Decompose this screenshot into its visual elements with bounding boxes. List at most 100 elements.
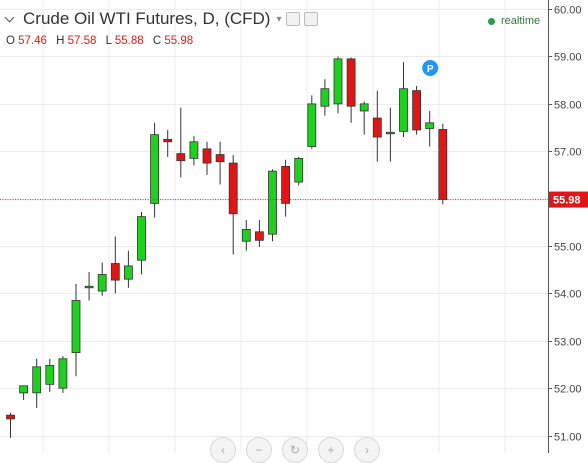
ohlc-close-value: 55.98: [164, 35, 194, 47]
candle-body-down: [372, 117, 382, 138]
candle-body-up: [385, 131, 395, 135]
candle-body-up: [150, 134, 160, 204]
last-price-label: 55.98: [553, 195, 581, 207]
scroll-left-icon[interactable]: ‹: [210, 437, 236, 463]
candle[interactable]: [137, 211, 146, 275]
candle-body-up: [359, 103, 369, 112]
candle-body-up: [124, 265, 133, 280]
candle-body-down: [228, 162, 238, 215]
ohlc-high-key: H: [56, 35, 65, 47]
candle-body-up: [45, 365, 55, 385]
candle-body-up: [189, 141, 199, 159]
candle[interactable]: [346, 57, 356, 123]
pin-marker-label: P: [427, 64, 434, 75]
candle[interactable]: [189, 136, 199, 166]
chart-header: Crude Oil WTI Futures, D, (CFD) ▾: [4, 9, 318, 29]
candle-body-up: [241, 229, 251, 242]
candle[interactable]: [6, 412, 15, 438]
candle-body-down: [346, 58, 356, 107]
ohlc-low-value: 55.88: [114, 35, 144, 47]
candle-body-down: [176, 153, 186, 162]
candle[interactable]: [110, 236, 120, 294]
y-tick-label: 52.00: [554, 384, 582, 396]
candle-body-down: [6, 414, 15, 420]
candle-body-down: [438, 129, 448, 200]
y-tick-label: 59.00: [554, 52, 582, 64]
chart-navigation: ‹ − ↻ + ›: [210, 437, 390, 463]
candle[interactable]: [163, 129, 173, 157]
candlestick-chart[interactable]: P 51.0052.0053.0054.0055.0056.0057.0058.…: [0, 0, 588, 453]
settings-icon[interactable]: [285, 12, 300, 26]
candle[interactable]: [281, 159, 291, 217]
candle[interactable]: [412, 85, 422, 135]
realtime-label: realtime: [501, 15, 541, 27]
candle[interactable]: [268, 169, 277, 242]
candle[interactable]: [425, 110, 435, 147]
ohlc-high-value: 57.58: [67, 35, 97, 47]
scroll-right-icon[interactable]: ›: [354, 437, 380, 463]
y-tick-label: 51.00: [554, 432, 582, 444]
candle[interactable]: [254, 219, 264, 247]
candle-body-up: [425, 122, 435, 129]
candle[interactable]: [58, 355, 68, 393]
ohlc-open-key: O: [6, 35, 15, 47]
candle[interactable]: [176, 107, 186, 178]
candle[interactable]: [71, 283, 81, 377]
candle-body-up: [32, 366, 42, 394]
candle-body-up: [320, 88, 330, 107]
candle[interactable]: [359, 101, 369, 135]
candle[interactable]: [385, 107, 395, 162]
candle-body-down: [163, 139, 173, 143]
candle-body-up: [137, 216, 146, 261]
candle[interactable]: [320, 79, 330, 116]
last-price-label-bg: [549, 191, 588, 208]
y-tick-label: 57.00: [554, 147, 582, 159]
candle[interactable]: [228, 155, 238, 255]
zoom-in-icon[interactable]: +: [318, 437, 344, 463]
format-icon[interactable]: [303, 12, 318, 26]
y-tick-label: 53.00: [554, 337, 582, 349]
candle[interactable]: [294, 156, 304, 186]
candle-body-up: [268, 170, 277, 235]
candle-body-up: [333, 58, 343, 105]
y-tick-label: 55.00: [554, 242, 582, 254]
realtime-dot-icon: [488, 17, 495, 25]
candle[interactable]: [202, 141, 212, 175]
candle[interactable]: [97, 262, 107, 296]
y-tick-label: 54.00: [554, 289, 582, 301]
candle-body-up: [19, 385, 29, 394]
y-tick-label: 60.00: [554, 5, 582, 17]
candle[interactable]: [307, 95, 317, 149]
candle[interactable]: [241, 219, 251, 251]
reset-icon[interactable]: ↻: [282, 437, 308, 463]
candle-body-up: [58, 358, 68, 389]
candle-body-down: [215, 154, 225, 163]
candle[interactable]: [150, 122, 160, 218]
candle[interactable]: [84, 272, 94, 301]
ohlc-open-value: 57.46: [18, 35, 47, 47]
chevron-down-icon[interactable]: [4, 12, 15, 22]
candle-body-down: [281, 166, 291, 204]
candle[interactable]: [32, 358, 42, 409]
symbol-dropdown-icon[interactable]: ▾: [276, 13, 282, 25]
candle[interactable]: [399, 62, 408, 138]
pin-marker-icon[interactable]: P: [422, 60, 439, 76]
ohlc-low-key: L: [105, 35, 112, 47]
candle[interactable]: [333, 56, 343, 114]
zoom-out-icon[interactable]: −: [246, 437, 272, 463]
candle-body-down: [110, 263, 120, 281]
candle[interactable]: [372, 90, 382, 162]
candle[interactable]: [215, 141, 225, 185]
candle[interactable]: [438, 123, 448, 205]
candle[interactable]: [45, 358, 55, 392]
symbol-title[interactable]: Crude Oil WTI Futures, D, (CFD): [23, 9, 271, 28]
y-tick-label: 58.00: [554, 100, 582, 112]
candle[interactable]: [19, 385, 29, 400]
pin-marker-circle: [422, 60, 439, 76]
candle-body-down: [254, 231, 264, 241]
candle-body-down: [412, 90, 422, 131]
candle[interactable]: [124, 250, 133, 288]
candle-body-down: [202, 148, 212, 164]
candle-body-up: [307, 103, 317, 147]
realtime-indicator: realtime: [488, 15, 540, 27]
